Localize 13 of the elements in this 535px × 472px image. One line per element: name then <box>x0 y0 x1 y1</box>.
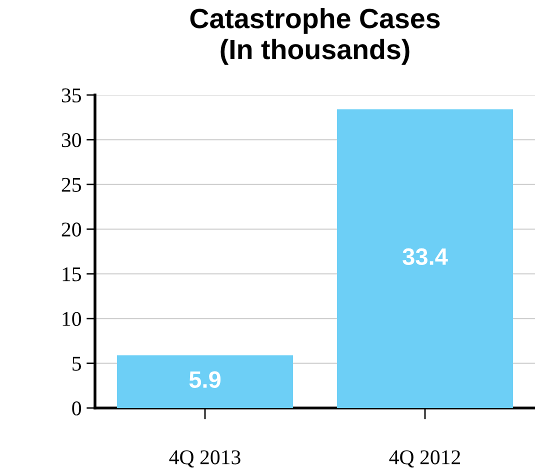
y-tick-label: 0 <box>72 401 82 416</box>
chart-title: Catastrophe Cases (In thousands) <box>190 8 440 65</box>
y-tick-label: 30 <box>62 133 82 148</box>
y-tick-label: 20 <box>62 222 82 237</box>
data-label: 33.4 <box>402 248 448 266</box>
y-tick-label: 5 <box>72 356 81 371</box>
y-tick-label: 25 <box>62 178 81 192</box>
data-label: 5.9 <box>189 371 221 388</box>
y-tick-label: 10 <box>62 312 82 326</box>
y-tick-label: 35 <box>62 88 81 102</box>
x-tick-label: 4Q 2012 <box>389 450 460 468</box>
y-tick-label: 15 <box>62 267 81 282</box>
x-tick-label: 4Q 2013 <box>169 450 240 468</box>
